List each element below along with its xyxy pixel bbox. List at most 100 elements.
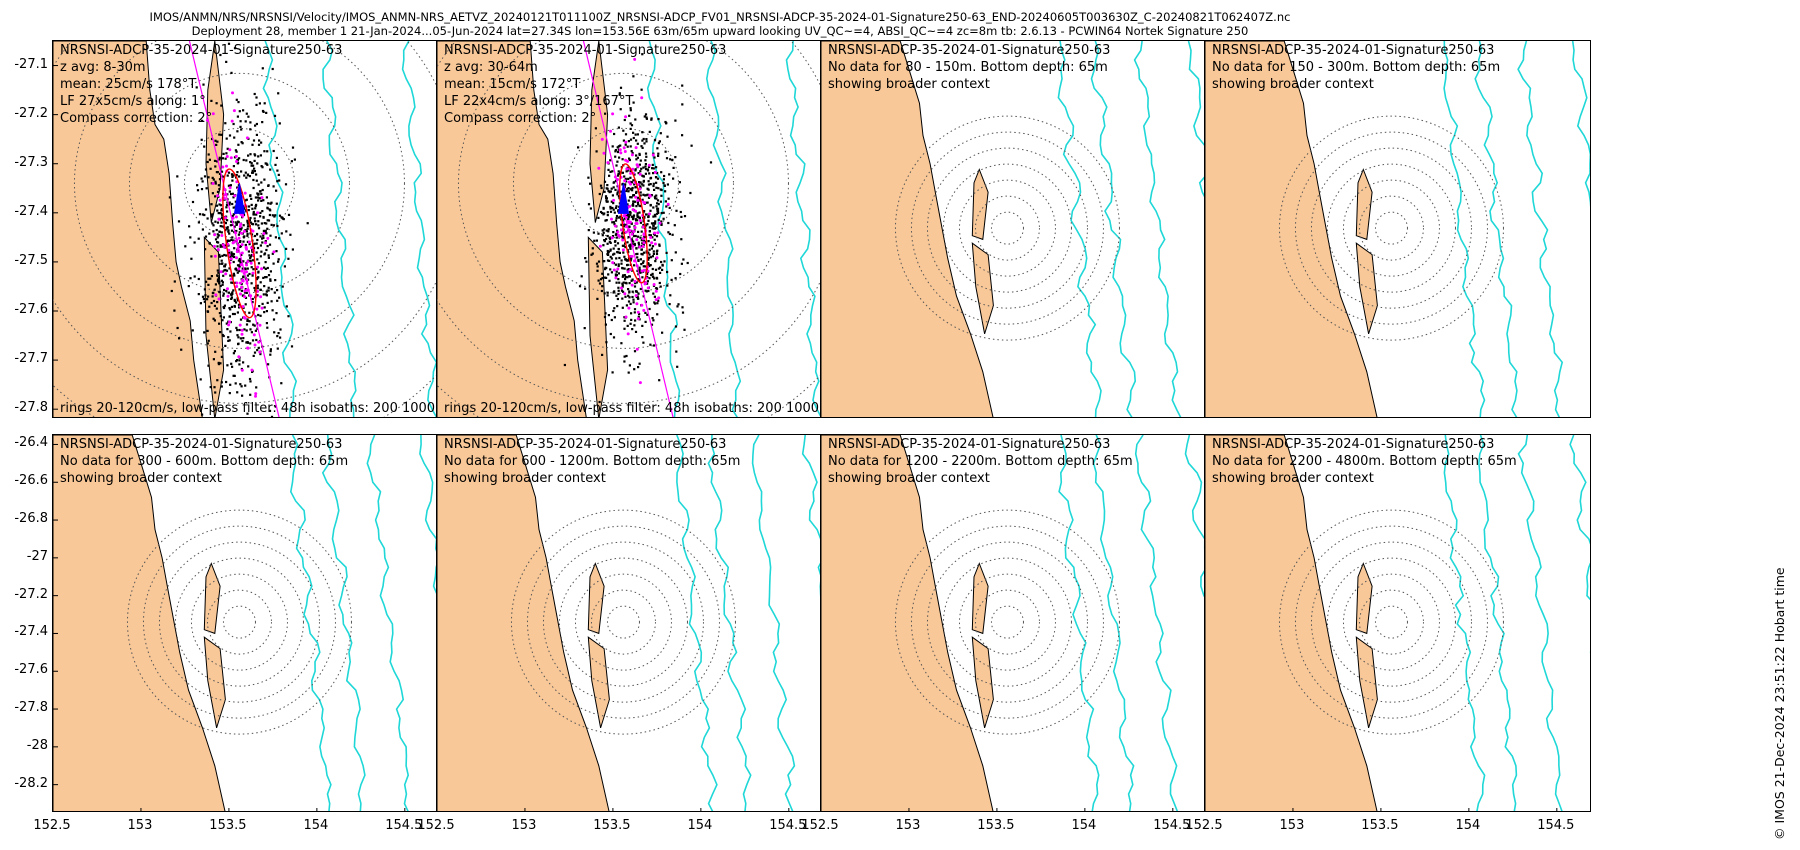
speed-ring-7 (1278, 115, 1504, 341)
isobath-2 (705, 41, 742, 417)
island-2 (203, 236, 225, 417)
isobath-2 (1092, 435, 1135, 811)
isobath-1 (646, 41, 681, 417)
panel-8: NRSNSI-ADCP-35-2024-01-Signature250-63 No… (1204, 434, 1591, 812)
variance-ellipse (619, 163, 648, 284)
x-tick-label: 153.5 (977, 818, 1015, 833)
isobath-3 (401, 41, 438, 417)
y-tick-label: -27.6 (14, 662, 48, 678)
info-line: z avg: 30-64m (444, 60, 538, 75)
speed-ring-6 (910, 525, 1104, 719)
info-line: No data for 300 - 600m. Bottom depth: 65… (60, 454, 349, 469)
y-tick-label: -28.2 (14, 775, 48, 791)
info-line: No data for 80 - 150m. Bottom depth: 65m (828, 60, 1108, 75)
instrument-name: NRSNSI-ADCP-35-2024-01-Signature250-63 (60, 43, 343, 58)
y-tick-label: -27.8 (14, 400, 48, 416)
island-2 (587, 236, 609, 417)
speed-ring-5 (542, 541, 704, 703)
panel-footer: rings 20-120cm/s, low-pass filter: 48h i… (60, 401, 438, 416)
info-line: No data for 150 - 300m. Bottom depth: 65… (1212, 60, 1501, 75)
mainland-coast (53, 435, 226, 811)
map-canvas (821, 41, 1206, 417)
y-tick-label: -27.4 (14, 624, 48, 640)
x-tick-label: 152.5 (33, 818, 71, 833)
panel-3: NRSNSI-ADCP-35-2024-01-Signature250-63 No… (820, 40, 1207, 418)
info-line: showing broader context (60, 471, 222, 486)
speed-ring-3 (1342, 179, 1440, 277)
mainland-coast (53, 41, 203, 417)
info-line: showing broader context (828, 77, 990, 92)
info-line: showing broader context (1212, 77, 1374, 92)
isobath-1 (1058, 435, 1100, 811)
panel-7: NRSNSI-ADCP-35-2024-01-Signature250-63 No… (820, 434, 1207, 812)
instrument-name: NRSNSI-ADCP-35-2024-01-Signature250-63 (1212, 43, 1495, 58)
isobath-3 (1133, 41, 1182, 417)
panel-info: NRSNSI-ADCP-35-2024-01-Signature250-63 No… (828, 42, 1110, 93)
panel-info: NRSNSI-ADCP-35-2024-01-Signature250-63 z … (444, 42, 726, 127)
x-tick-label: 154.5 (1153, 818, 1191, 833)
lowpass-scatter (597, 57, 670, 385)
isobath-1 (1443, 435, 1486, 811)
isobath-3 (1134, 435, 1179, 811)
x-tick-label: 153.5 (593, 818, 631, 833)
info-line: mean: 25cm/s 178°T (60, 77, 197, 92)
x-tick-label: 152.5 (801, 818, 839, 833)
info-line: mean: 15cm/s 172°T (444, 77, 581, 92)
speed-ring-5 (1310, 147, 1472, 309)
info-line: z avg: 8-30m (60, 60, 146, 75)
mainland-coast (437, 41, 587, 417)
speed-ring-5 (1310, 541, 1472, 703)
y-tick-label: -27.5 (14, 252, 48, 268)
speed-ring-6 (1294, 525, 1488, 719)
mainland-coast (1205, 435, 1378, 811)
speed-ring-1 (990, 605, 1024, 639)
isobath-3 (1517, 41, 1564, 417)
island-2 (587, 636, 610, 729)
mainland-coast (821, 435, 994, 811)
instrument-name: NRSNSI-ADCP-35-2024-01-Signature250-63 (60, 437, 343, 452)
panel-5: NRSNSI-ADCP-35-2024-01-Signature250-63 No… (52, 434, 439, 812)
panel-6: NRSNSI-ADCP-35-2024-01-Signature250-63 No… (436, 434, 823, 812)
isobath-2 (707, 435, 752, 811)
island-1 (587, 562, 605, 635)
x-tick-label: 153 (895, 818, 921, 833)
speed-ring-1 (1374, 605, 1408, 639)
x-tick-label: 153 (1279, 818, 1305, 833)
speed-ring-3 (958, 179, 1056, 277)
x-tick-label: 154 (1071, 818, 1097, 833)
x-tick-label: 153 (511, 818, 537, 833)
speed-ring-2 (512, 72, 734, 294)
y-tick-label: -26.8 (14, 511, 48, 527)
speed-ring-7 (126, 509, 352, 735)
isobath-3 (366, 435, 410, 811)
y-tick-label: -27 (26, 548, 48, 564)
island-1 (971, 168, 989, 241)
panel-footer: rings 20-120cm/s, low-pass filter: 48h i… (444, 401, 822, 416)
mainland-coast (1205, 41, 1378, 417)
map-canvas (437, 41, 822, 417)
credit-text: © IMOS 21-Dec-2024 23:51:22 Hobart time (1772, 567, 1787, 840)
speed-ring-6 (142, 525, 336, 719)
speed-ring-1 (606, 605, 640, 639)
y-tick-label: -27.4 (14, 203, 48, 219)
isobath-3 (751, 435, 796, 811)
x-tick-label: 154 (1455, 818, 1481, 833)
isobath-1 (1057, 41, 1102, 417)
speed-ring-5 (926, 147, 1088, 309)
island-1 (971, 562, 989, 635)
panel-info: NRSNSI-ADCP-35-2024-01-Signature250-63 No… (60, 436, 348, 487)
x-tick-label: 152.5 (417, 818, 455, 833)
speed-ring-2 (1358, 195, 1424, 261)
principal-axis (188, 41, 280, 417)
panel-info: NRSNSI-ADCP-35-2024-01-Signature250-63 No… (444, 436, 740, 487)
mean-arrow (233, 183, 246, 214)
island-2 (971, 242, 994, 335)
x-tick-label: 154.5 (385, 818, 423, 833)
speed-ring-7 (510, 509, 736, 735)
y-tick-label: -26.6 (14, 473, 48, 489)
variance-ellipse (222, 168, 257, 319)
map-canvas (821, 435, 1206, 811)
isobath-4 (1184, 435, 1206, 601)
y-tick-label: -26.4 (14, 435, 48, 451)
info-line: showing broader context (828, 471, 990, 486)
